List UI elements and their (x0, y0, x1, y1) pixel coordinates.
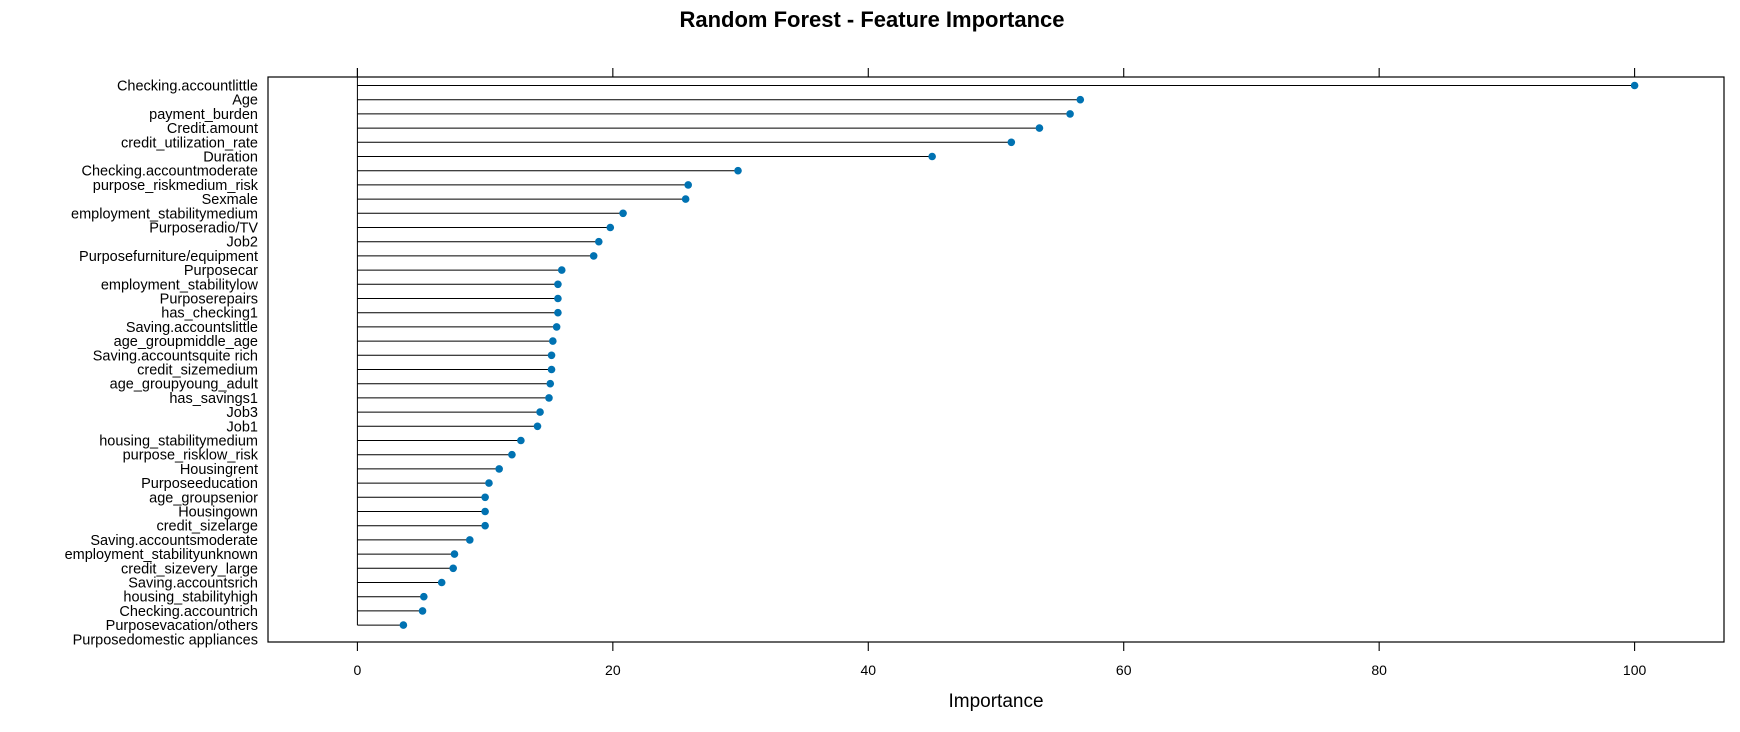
lollipop-point (517, 436, 525, 445)
feature-label: employment_stabilitylow (101, 277, 259, 293)
feature-label: Duration (203, 150, 258, 166)
lollipop-point (418, 607, 427, 615)
lollipop-point (1035, 124, 1044, 132)
lollipop-point (465, 536, 474, 544)
feature-label: Job1 (227, 419, 258, 435)
feature-label: payment_burden (149, 107, 258, 123)
feature-label: Checking.accountrich (119, 604, 258, 620)
feature-label: purpose_riskmedium_risk (93, 178, 259, 194)
x-tick-label: 100 (1623, 662, 1647, 678)
x-axis-label: Importance (948, 691, 1043, 712)
lollipop-point (928, 152, 936, 161)
lollipop-point (594, 237, 603, 246)
lollipop-point (554, 280, 562, 289)
plot-frame (267, 76, 1725, 643)
feature-label: Job2 (227, 235, 258, 251)
lollipop-point (536, 408, 544, 416)
lollipop-point (549, 337, 557, 345)
lollipop-point (554, 308, 562, 317)
feature-label: Saving.accountslittle (126, 320, 258, 336)
feature-label: Job3 (227, 405, 258, 421)
lollipop-point (546, 379, 555, 388)
lollipop-point (554, 294, 562, 303)
feature-label: Checking.accountmoderate (81, 164, 258, 180)
lollipop-point (545, 394, 553, 402)
feature-label: credit_sizevery_large (121, 561, 258, 577)
lollipop-point (547, 351, 556, 360)
lollipop-point (508, 450, 516, 459)
x-tick-label: 40 (860, 662, 876, 678)
feature-label: has_savings1 (169, 391, 258, 407)
feature-label: Checking.accountlittle (117, 79, 258, 95)
y-axis-labels: Checking.accountlittleAgepayment_burdenC… (65, 79, 259, 649)
feature-label: Housingown (178, 505, 258, 521)
lollipop-point (547, 365, 556, 374)
lollipop-point (606, 223, 615, 232)
feature-label: housing_stabilityhigh (123, 590, 258, 606)
lollipop-point (1007, 138, 1016, 147)
feature-label: Purposevacation/others (106, 618, 258, 634)
x-axis: 0 20 40 60 80 100 (354, 68, 1647, 678)
feature-label: Saving.accountsmoderate (90, 533, 258, 549)
lollipop-point (420, 592, 428, 601)
lollipop-point (449, 564, 457, 573)
lollipop-point (485, 479, 493, 487)
feature-label: credit_sizelarge (156, 519, 258, 535)
lollipop-point (734, 166, 742, 175)
feature-label: Purposeradio/TV (149, 221, 258, 237)
feature-label: Purposedomestic appliances (73, 632, 258, 648)
feature-label: age_groupsenior (149, 490, 258, 506)
feature-label: age_groupyoung_adult (110, 377, 258, 393)
x-tick-label: 20 (605, 662, 621, 678)
lollipop-point (481, 493, 489, 502)
lollipop-point (589, 252, 598, 260)
feature-label: credit_utilization_rate (121, 135, 258, 151)
lollipop-point (399, 621, 408, 629)
lollipop-marks (356, 68, 1639, 629)
lollipop-point (552, 323, 561, 331)
lollipop-point (533, 422, 542, 431)
lollipop-point (1630, 81, 1639, 90)
feature-label: employment_stabilitymedium (71, 206, 258, 222)
feature-label: has_checking1 (161, 306, 258, 322)
feature-label: Housingrent (180, 462, 258, 478)
feature-label: age_groupmiddle_age (114, 334, 258, 350)
feature-label: Saving.accountsrich (128, 576, 258, 592)
lollipop-point (557, 266, 566, 274)
feature-label: Saving.accountsquite rich (93, 348, 258, 364)
feature-label: Purposeeducation (141, 476, 258, 492)
lollipop-point (450, 550, 459, 558)
feature-label: employment_stabilityunknown (65, 547, 258, 563)
lollipop-point (681, 195, 690, 203)
feature-label: Purposecar (184, 263, 258, 279)
feature-label: Credit.amount (167, 121, 258, 137)
lollipop-point (481, 507, 489, 516)
feature-label: Purposefurniture/equipment (79, 249, 258, 265)
lollipop-point (437, 578, 446, 587)
feature-label: Purposerepairs (160, 292, 258, 308)
lollipop-point (619, 209, 627, 218)
lollipop-point (495, 465, 503, 473)
lollipop-point (1076, 95, 1085, 104)
feature-label: Sexmale (202, 192, 258, 208)
feature-label: credit_sizemedium (137, 363, 258, 379)
x-tick-label: 0 (354, 662, 362, 678)
x-tick-label: 60 (1116, 662, 1132, 678)
chart-title: Random Forest - Feature Importance (679, 7, 1064, 32)
feature-label: purpose_risklow_risk (123, 448, 259, 464)
lollipop-point (481, 521, 489, 530)
lollipop-point (1066, 110, 1074, 118)
x-tick-label: 80 (1371, 662, 1387, 678)
lollipop-point (684, 181, 692, 189)
feature-label: housing_stabilitymedium (99, 434, 258, 450)
feature-label: Age (232, 93, 258, 109)
